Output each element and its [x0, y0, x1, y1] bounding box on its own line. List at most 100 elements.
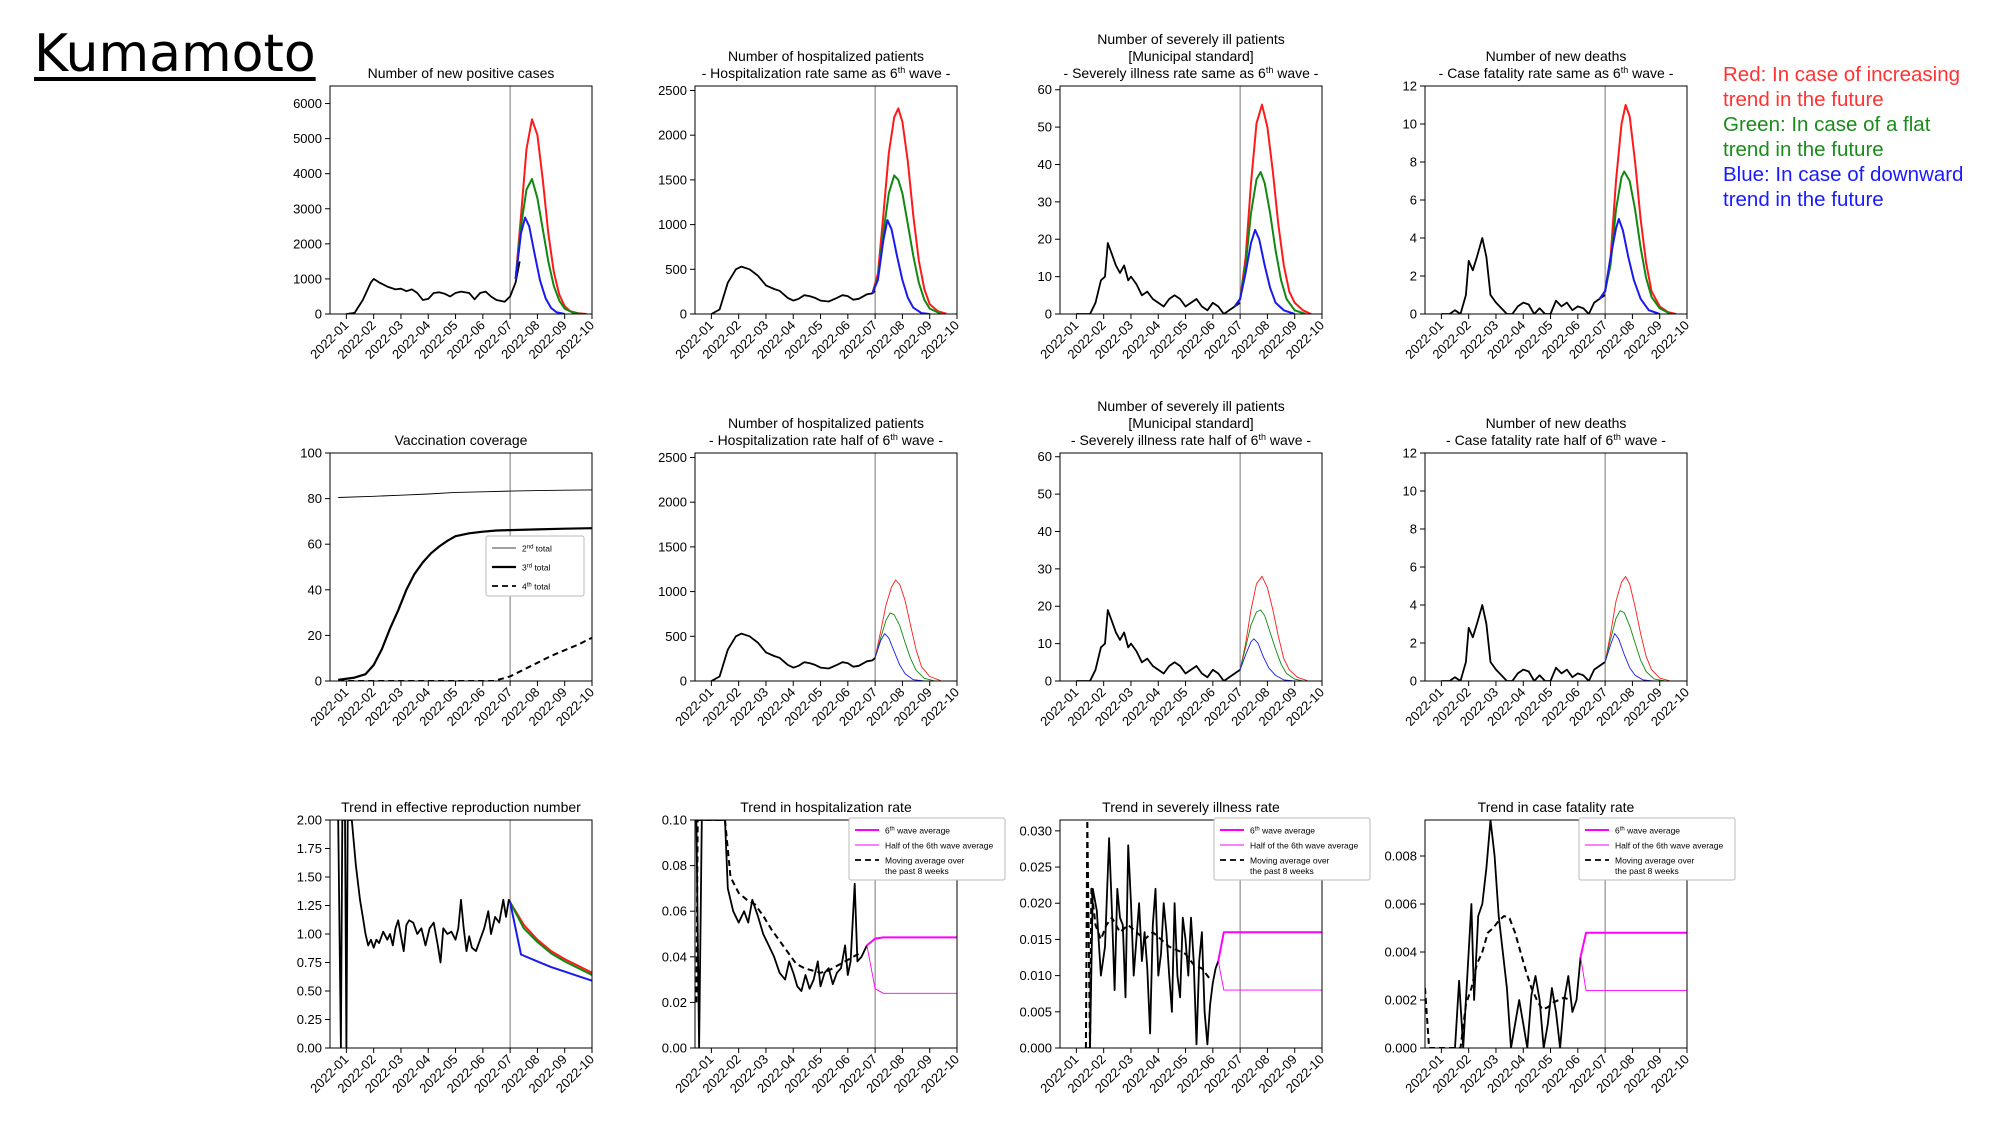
legend-label: 3rd total — [522, 563, 551, 573]
chart-legend: 2nd total 3rd total 4th total — [485, 535, 585, 597]
series-line-black — [1084, 820, 1211, 1048]
series-line-black — [1449, 820, 1582, 1048]
y-tick-label: 0.005 — [1019, 1004, 1052, 1019]
series-line-blue — [871, 219, 930, 314]
y-tick-label: 8 — [1410, 522, 1417, 537]
y-tick-label: 4000 — [293, 166, 322, 181]
plot-frame — [329, 819, 593, 1049]
series-line-green — [1598, 170, 1672, 314]
chart-title: [Municipal standard] — [1128, 48, 1253, 64]
y-tick-label: 60 — [308, 537, 322, 552]
y-tick-label: 0.020 — [1019, 896, 1052, 911]
plot-frame — [694, 819, 958, 1049]
legend-box — [848, 817, 1006, 881]
series-line-black — [1076, 242, 1241, 314]
chart-title: Number of hospitalized patients — [728, 415, 924, 431]
series-line-green — [874, 612, 936, 681]
chart-title: - Hospitalization rate half of 6th wave … — [709, 432, 943, 448]
y-tick-label: 2 — [1410, 269, 1417, 284]
legend-label: the past 8 weeks — [1250, 866, 1314, 876]
legend-label: Moving average over — [1250, 856, 1330, 866]
series-line-red — [509, 901, 592, 974]
legend-label: Half of the 6th wave average — [885, 841, 993, 851]
legend-note-line: Green: In case of a flat — [1723, 113, 1931, 136]
y-tick-label: 500 — [665, 629, 687, 644]
chart-c3: Number of severely ill patients[Municipa… — [1037, 31, 1327, 362]
legend-note-line: trend in the future — [1723, 188, 1884, 211]
y-tick-label: 0.015 — [1019, 932, 1052, 947]
chart-title: Number of hospitalized patients — [728, 48, 924, 64]
plot-frame — [1424, 452, 1688, 682]
plot-frame — [1424, 819, 1688, 1049]
chart-title: Number of new deaths — [1486, 415, 1627, 431]
series-line-blue — [514, 216, 565, 314]
y-tick-label: 3000 — [293, 201, 322, 216]
legend-note-line: trend in the future — [1723, 88, 1884, 111]
y-tick-label: 0.000 — [1019, 1041, 1052, 1056]
series-line-green — [509, 901, 592, 976]
y-tick-label: 0.030 — [1019, 823, 1052, 838]
y-tick-label: 0.004 — [1384, 945, 1417, 960]
series-line-red — [871, 107, 947, 314]
series-line-magenta — [866, 945, 957, 994]
y-tick-label: 80 — [308, 491, 322, 506]
series-line-black — [338, 527, 592, 681]
y-tick-label: 60 — [1038, 449, 1052, 464]
chart-c11: Trend in severely illness rate 0.000 0.005… — [1019, 799, 1371, 1096]
series-line-red — [1604, 576, 1671, 681]
legend-label: Moving average over — [1615, 856, 1695, 866]
chart-title: [Municipal standard] — [1128, 415, 1253, 431]
series-line-magenta — [1217, 961, 1322, 991]
y-tick-label: 20 — [308, 628, 322, 643]
y-tick-label: 50 — [1038, 487, 1052, 502]
y-tick-label: 60 — [1038, 82, 1052, 97]
series-line-blue — [1598, 218, 1661, 314]
series-line-black — [1425, 915, 1571, 1048]
y-tick-label: 0 — [315, 307, 322, 322]
y-tick-label: 0.00 — [662, 1041, 687, 1056]
chart-c10: Trend in hospitalization rate 0.00 0.02 0.0… — [662, 799, 1006, 1096]
y-tick-label: 10 — [1038, 269, 1052, 284]
legend-label: Half of the 6th wave average — [1250, 841, 1358, 851]
scenario-color-legend: Red: In case of increasing trend in the … — [1723, 62, 1993, 212]
series-line-black — [710, 265, 876, 314]
series-line-black — [1076, 609, 1241, 681]
series-line-blue — [509, 901, 592, 982]
legend-label: the past 8 weeks — [1615, 866, 1679, 876]
chart-c9: Trend in effective reproduction number 0.… — [297, 799, 597, 1096]
series-line-black — [695, 820, 868, 1048]
legend-label: 6th wave average — [1615, 826, 1680, 836]
chart-legend: 6th wave average Half of the 6th wave ave… — [1213, 817, 1371, 881]
y-tick-label: 4 — [1410, 231, 1417, 246]
series-line-magenta — [1217, 931, 1322, 962]
y-tick-label: 6000 — [293, 96, 322, 111]
y-tick-label: 0 — [315, 674, 322, 689]
y-tick-label: 0.50 — [297, 984, 322, 999]
y-tick-label: 0.25 — [297, 1012, 322, 1027]
y-tick-label: 1000 — [658, 217, 687, 232]
y-tick-label: 30 — [1038, 194, 1052, 209]
y-tick-label: 12 — [1403, 79, 1417, 94]
y-tick-label: 0 — [1045, 674, 1052, 689]
legend-note-line: trend in the future — [1723, 138, 1884, 161]
y-tick-label: 0.04 — [662, 949, 687, 964]
y-tick-label: 0 — [680, 307, 687, 322]
y-tick-label: 2000 — [658, 128, 687, 143]
y-tick-label: 20 — [1038, 232, 1052, 247]
y-tick-label: 1.50 — [297, 870, 322, 885]
y-tick-label: 0 — [1410, 307, 1417, 322]
chart-c6: Number of hospitalized patients- Hospita… — [658, 415, 962, 729]
series-line-blue — [1233, 228, 1296, 314]
y-tick-label: 40 — [1038, 157, 1052, 172]
chart-title: - Severely illness rate same as 6th wave… — [1064, 65, 1319, 81]
y-tick-label: 0.008 — [1384, 849, 1417, 864]
series-line-green — [1604, 610, 1666, 681]
y-tick-label: 0.002 — [1384, 993, 1417, 1008]
y-tick-label: 2500 — [658, 83, 687, 98]
y-tick-label: 40 — [308, 582, 322, 597]
chart-c2: Number of hospitalized patients- Hospita… — [658, 48, 962, 362]
y-tick-label: 2500 — [658, 450, 687, 465]
y-tick-label: 0.75 — [297, 955, 322, 970]
y-tick-label: 0.006 — [1384, 897, 1417, 912]
y-tick-label: 5000 — [293, 131, 322, 146]
